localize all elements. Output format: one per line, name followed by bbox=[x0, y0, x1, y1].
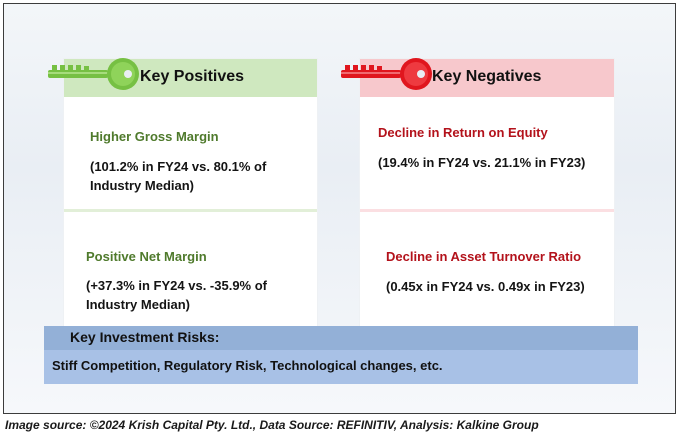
negative-item-desc: (0.45x in FY24 vs. 0.49x in FY23) bbox=[386, 277, 585, 296]
green-key-icon bbox=[48, 58, 139, 90]
negative-item-desc-line: (0.45x in FY24 vs. 0.49x in FY23) bbox=[386, 279, 585, 294]
key-positives-title: Key Positives bbox=[140, 68, 245, 85]
positive-item-title: Higher Gross Margin bbox=[90, 129, 219, 144]
positive-item-title: Positive Net Margin bbox=[86, 249, 207, 264]
positive-item-desc-line: (101.2% in FY24 vs. 80.1% of bbox=[90, 159, 267, 174]
positive-item-desc-line: (+37.3% in FY24 vs. -35.9% of bbox=[86, 278, 267, 293]
negative-item-desc: (19.4% in FY24 vs. 21.1% in FY23) bbox=[378, 153, 585, 172]
negative-item-title: Decline in Return on Equity bbox=[378, 125, 548, 140]
positive-item-desc: (+37.3% in FY24 vs. -35.9% of Industry M… bbox=[86, 276, 267, 314]
key-positives-panel: Key Positives Higher Gross Margin (101.2… bbox=[64, 59, 317, 331]
positive-item-desc-line: Industry Median) bbox=[90, 178, 195, 193]
negatives-divider bbox=[360, 209, 614, 212]
positive-item-desc-line: Industry Median) bbox=[86, 297, 191, 312]
key-investment-risks-header: Key Investment Risks: bbox=[44, 326, 638, 350]
positives-divider bbox=[64, 209, 317, 212]
key-investment-risks-body: Stiff Competition, Regulatory Risk, Tech… bbox=[44, 350, 638, 384]
negative-item-desc-line: (19.4% in FY24 vs. 21.1% in FY23) bbox=[378, 155, 586, 170]
image-source-caption: Image source: ©2024 Krish Capital Pty. L… bbox=[5, 418, 539, 432]
red-key-icon bbox=[341, 58, 432, 90]
key-investment-risks-title: Key Investment Risks: bbox=[70, 329, 220, 345]
positive-item-desc: (101.2% in FY24 vs. 80.1% of Industry Me… bbox=[90, 157, 266, 195]
infographic-frame: Key Positives Higher Gross Margin (101.2… bbox=[3, 3, 676, 414]
key-positives-header: Key Positives bbox=[64, 59, 317, 97]
key-investment-risks-text: Stiff Competition, Regulatory Risk, Tech… bbox=[52, 358, 443, 373]
key-negatives-panel: Key Negatives Decline in Return on Equit… bbox=[360, 59, 614, 331]
key-negatives-title: Key Negatives bbox=[432, 68, 542, 85]
negative-item-title: Decline in Asset Turnover Ratio bbox=[386, 249, 582, 264]
